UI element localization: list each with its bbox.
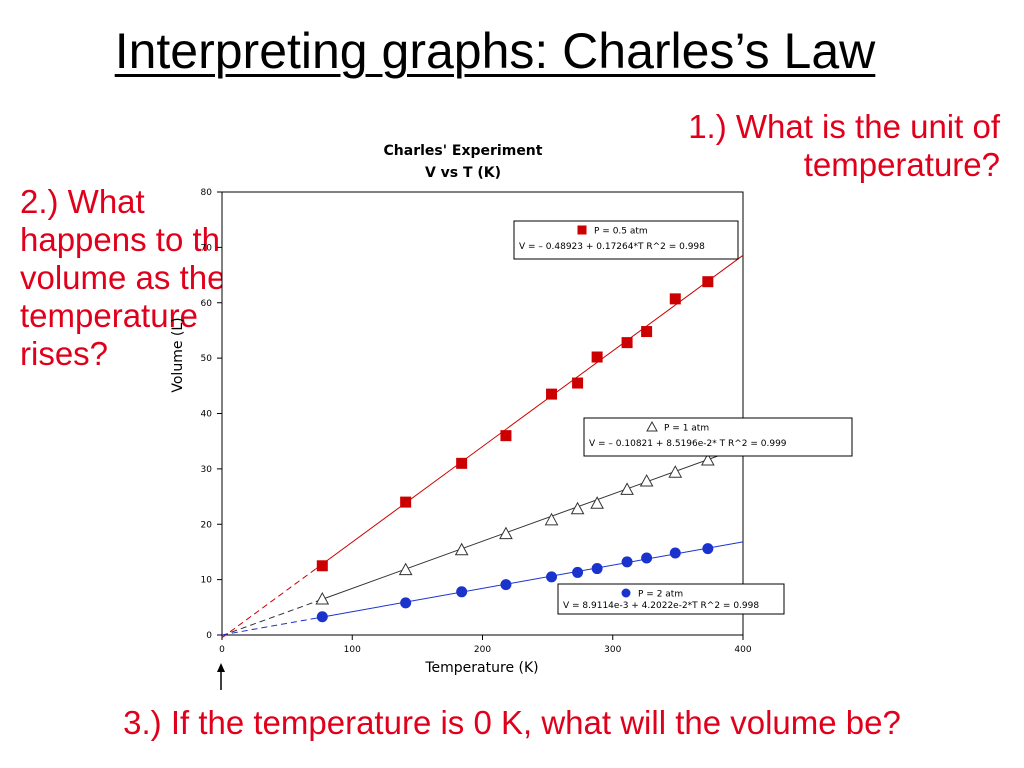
data-point-triangle: [639, 474, 654, 487]
question-volume-at-zero: 3.) If the temperature is 0 K, what will…: [123, 704, 901, 741]
fit-line: [315, 254, 744, 570]
data-point-square: [621, 337, 633, 349]
data-point-square: [400, 496, 412, 508]
y-tick-label: 70: [201, 243, 213, 253]
plot-area: [221, 191, 744, 636]
legend-series-name: P = 2 atm: [638, 590, 683, 600]
data-point-square: [500, 430, 512, 442]
y-tick-label: 30: [201, 465, 213, 475]
x-tick-label: 400: [734, 645, 751, 655]
data-point-triangle: [668, 465, 683, 478]
legend-series-name: P = 0.5 atm: [594, 227, 648, 237]
data-point-triangle: [398, 562, 413, 576]
zero-arrow-head: [217, 663, 225, 672]
data-point-circle: [572, 566, 584, 578]
chart-subtitle: V vs T (K): [425, 165, 501, 181]
legend-series-name: P = 1 atm: [664, 424, 709, 434]
legend-marker-triangle: [646, 420, 658, 432]
data-point-circle: [500, 579, 512, 591]
data-point-circle: [669, 547, 681, 559]
legend-box: [513, 220, 739, 260]
data-point-triangle: [544, 512, 559, 526]
x-tick-label: 300: [604, 645, 621, 655]
axis-layer: 0 100 200 300 400 0 10 20 30 40 50 60 70 80: [201, 188, 752, 655]
legend-layer: P = 0.5 atm V = – 0.48923 + 0.17264*T R^2…: [513, 220, 853, 615]
legend-marker-circle: [621, 588, 631, 598]
x-tick-label: 200: [474, 645, 491, 655]
y-tick-label: 20: [201, 520, 213, 530]
data-point-square: [546, 388, 558, 400]
data-point-square: [669, 293, 681, 305]
data-point-circle: [641, 552, 653, 564]
x-axis-label: Temperature (K): [424, 660, 538, 676]
x-tick-label: 100: [344, 645, 361, 655]
y-axis-label: Volume (L): [170, 317, 186, 392]
legend-marker-square: [577, 225, 587, 235]
y-tick-label: 50: [201, 354, 213, 364]
data-point-square: [702, 276, 714, 288]
question-unit-of-temperature: 1.) What is the unit of temperature?: [688, 108, 1000, 183]
y-tick-label: 0: [206, 631, 212, 641]
legend-box: [557, 583, 785, 615]
data-point-triangle: [315, 591, 330, 605]
data-point-triangle: [620, 482, 634, 495]
series-layer: [221, 254, 744, 639]
legend-box: [583, 417, 853, 457]
data-point-square: [456, 457, 468, 469]
data-point-circle: [702, 543, 714, 555]
data-point-square: [591, 351, 603, 363]
data-point-triangle: [590, 496, 604, 509]
data-point-circle: [591, 563, 603, 575]
chart-title: Charles' Experiment: [384, 143, 543, 159]
extrapolation-line: [221, 601, 316, 637]
data-point-circle: [546, 571, 558, 583]
data-point-square: [572, 377, 584, 389]
legend-equation: V = – 0.48923 + 0.17264*T R^2 = 0.998: [519, 242, 705, 252]
data-point-circle: [316, 611, 328, 623]
data-point-circle: [400, 597, 412, 609]
data-point-triangle: [499, 526, 513, 540]
data-point-square: [316, 560, 328, 572]
question-volume-trend: 2.) What happens to the volume as the te…: [20, 183, 239, 372]
data-point-circle: [621, 556, 633, 568]
y-tick-label: 80: [201, 188, 213, 198]
y-tick-label: 60: [201, 299, 213, 309]
y-tick-label: 10: [201, 576, 213, 586]
data-point-triangle: [454, 542, 469, 556]
y-tick-label: 40: [201, 410, 213, 420]
data-point-square: [641, 326, 653, 338]
slide-title: Interpreting graphs: Charles’s Law: [114, 23, 876, 79]
legend-equation: V = 8.9114e-3 + 4.2022e-2*T R^2 = 0.998: [563, 601, 759, 611]
data-point-triangle: [570, 501, 585, 515]
extrapolation-line: [221, 617, 316, 636]
x-tick-label: 0: [219, 645, 225, 655]
data-point-triangle: [700, 452, 715, 466]
legend-equation: V = – 0.10821 + 8.5196e-2* T R^2 = 0.999: [589, 439, 787, 449]
data-point-circle: [456, 586, 468, 598]
